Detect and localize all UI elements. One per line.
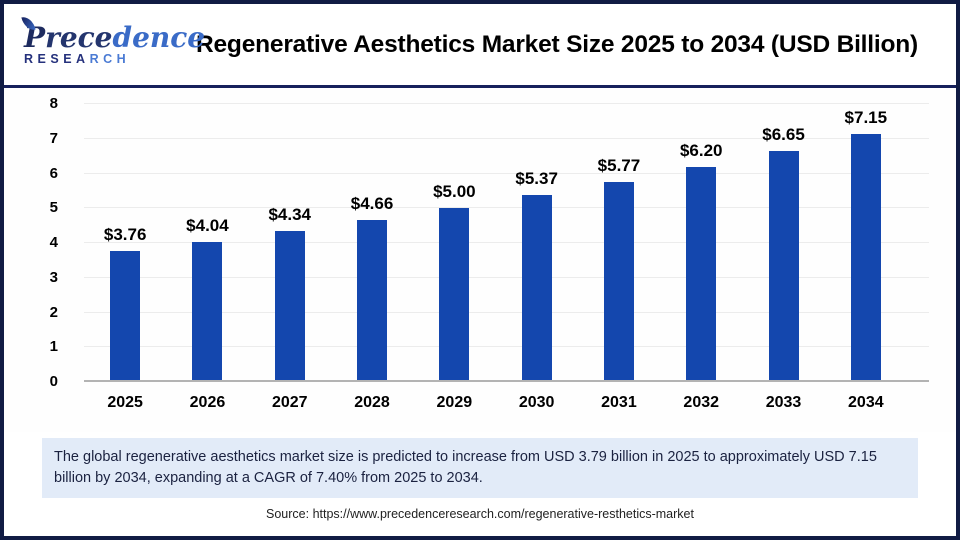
y-tick-label: 3 bbox=[49, 268, 58, 286]
bar-value-label: $6.20 bbox=[679, 140, 723, 160]
gridline bbox=[84, 380, 929, 382]
bar-value-label: $5.77 bbox=[597, 155, 641, 175]
bar-group: $5.77 bbox=[578, 104, 660, 382]
y-tick-label: 6 bbox=[49, 164, 58, 182]
gridline bbox=[84, 242, 929, 243]
bar-group: $4.04 bbox=[166, 104, 248, 382]
header: Precedence RESEARCH Regenerative Aesthet… bbox=[4, 4, 956, 88]
x-tick-label: 2034 bbox=[848, 394, 884, 411]
x-tick-label: 2026 bbox=[189, 394, 226, 411]
bar bbox=[521, 195, 552, 382]
bar-value-label: $4.04 bbox=[186, 215, 229, 235]
y-tick-label: 5 bbox=[49, 199, 58, 217]
gridline bbox=[84, 137, 929, 139]
bar-value-label: $7.15 bbox=[844, 107, 888, 127]
gridline bbox=[84, 276, 929, 278]
y-tick-label: 0 bbox=[49, 373, 58, 390]
y-tick-label: 7 bbox=[49, 129, 58, 147]
y-axis-labels: 0 1 2 3 4 5 6 7 8 bbox=[4, 95, 72, 390]
bar-group: $5.37 bbox=[495, 104, 577, 382]
x-tick-label: 2027 bbox=[271, 394, 308, 411]
source-line: Source: https://www.precedenceresearch.c… bbox=[266, 507, 694, 522]
x-tick-label: 2028 bbox=[354, 394, 390, 411]
bar bbox=[603, 181, 634, 382]
bar-value-label: $3.76 bbox=[103, 225, 147, 245]
logo-letter-p: P bbox=[21, 14, 45, 54]
gridline bbox=[84, 311, 929, 313]
bar-group: $6.65 bbox=[742, 104, 824, 382]
gridline bbox=[84, 207, 929, 209]
bar-value-label: $5.00 bbox=[433, 182, 476, 202]
bar bbox=[274, 231, 305, 382]
y-tick-label: 1 bbox=[49, 338, 58, 356]
x-tick-label: 2030 bbox=[518, 394, 555, 411]
x-axis-labels: 2025 2026 2027 2028 2029 2030 2031 2032 2033 2034 bbox=[84, 394, 907, 412]
bar bbox=[110, 251, 141, 382]
precedence-research-logo: Precedence RESEARCH bbox=[21, 14, 205, 66]
y-tick-label: 2 bbox=[49, 303, 58, 321]
bar-group: $4.34 bbox=[249, 104, 331, 382]
bar bbox=[850, 133, 881, 382]
bar-group: $7.15 bbox=[825, 104, 907, 382]
gridline bbox=[84, 103, 929, 104]
summary-box: The global regenerative aesthetics marke… bbox=[42, 438, 918, 499]
bars: $3.76 $4.04 $4.34 $4.66 $5.00 $5.37 $5.77 $6.20… bbox=[84, 104, 907, 382]
y-tick-label: 4 bbox=[49, 234, 58, 251]
gridline bbox=[84, 346, 929, 348]
bar-group: $4.66 bbox=[331, 104, 413, 382]
x-tick-label: 2029 bbox=[436, 394, 473, 411]
plot-area: $3.76 $4.04 $4.34 $4.66 $5.00 $5.37 $5.77 $6.20… bbox=[84, 103, 929, 382]
bar-value-label: $4.34 bbox=[268, 205, 312, 225]
y-tick-label: 8 bbox=[49, 95, 58, 112]
logo-wordmark: Precedence bbox=[21, 14, 205, 54]
bar-group: $6.20 bbox=[660, 104, 742, 382]
x-tick-label: 2033 bbox=[765, 394, 802, 411]
bar bbox=[192, 241, 223, 382]
bar bbox=[686, 166, 717, 382]
bar bbox=[439, 208, 470, 382]
bar-group: $3.76 bbox=[84, 104, 166, 382]
page-title: Regenerative Aesthetics Market Size 2025… bbox=[196, 30, 918, 58]
bar bbox=[357, 220, 388, 382]
bar-value-label: $4.66 bbox=[350, 194, 394, 214]
x-tick-label: 2032 bbox=[683, 394, 720, 411]
x-tick-label: 2031 bbox=[601, 394, 637, 411]
bar-value-label: $5.37 bbox=[515, 169, 558, 189]
bar-chart: 0 1 2 3 4 5 6 7 8 $3.76 $4.04 $4.34 $4.66 $5.00 $5.37… bbox=[4, 88, 956, 432]
logo-subtitle: RESEARCH bbox=[24, 51, 131, 66]
bar-group: $5.00 bbox=[413, 104, 495, 382]
bar bbox=[768, 150, 799, 382]
x-tick-label: 2025 bbox=[107, 394, 143, 411]
gridline bbox=[84, 172, 929, 174]
bar-value-label: $6.65 bbox=[762, 124, 805, 144]
